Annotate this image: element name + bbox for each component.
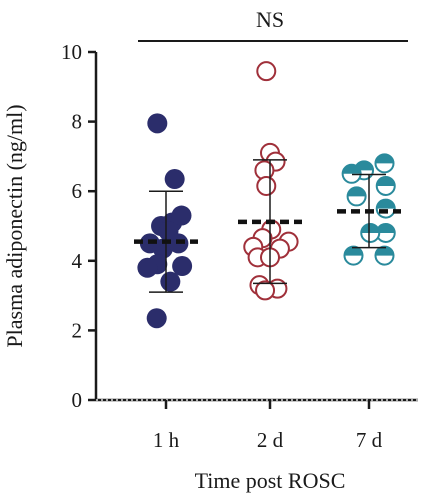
x-tick-label: 1 h [153,428,180,452]
x-tick-label: 7 d [356,428,383,452]
data-point [341,163,362,184]
data-point [375,198,396,219]
y-tick-label: 4 [72,249,83,273]
x-tick-label: 2 d [257,428,284,452]
y-tick-label: 6 [72,179,83,203]
data-point [346,186,367,207]
y-axis-label: Plasma adiponectin (ng/ml) [2,104,27,347]
group-1 [238,61,302,301]
data-point [374,153,395,174]
axes [94,52,418,402]
data-point [374,245,395,266]
y-tick-label: 2 [72,318,83,342]
data-point [343,245,364,266]
data-point [164,169,185,190]
y-ticks: 0 2 4 6 8 10 [61,40,96,412]
y-tick-label: 0 [72,388,83,412]
data-point [160,271,181,292]
x-axis-label: Time post ROSC [195,468,346,493]
data-point [255,280,276,301]
data-groups [134,61,401,329]
y-tick-label: 10 [61,40,82,64]
x-ticks: 1 h 2 d 7 d [153,400,383,452]
data-point [172,256,193,277]
group-2 [337,153,401,266]
y-tick-label: 8 [72,110,83,134]
data-point [375,175,396,196]
data-point [256,61,277,82]
data-point [256,175,277,196]
data-point [171,205,192,226]
data-point [137,257,158,278]
data-point [360,222,381,243]
significance-label: NS [256,7,284,32]
group-0 [134,113,198,329]
data-point [147,113,168,134]
data-point [146,308,167,329]
